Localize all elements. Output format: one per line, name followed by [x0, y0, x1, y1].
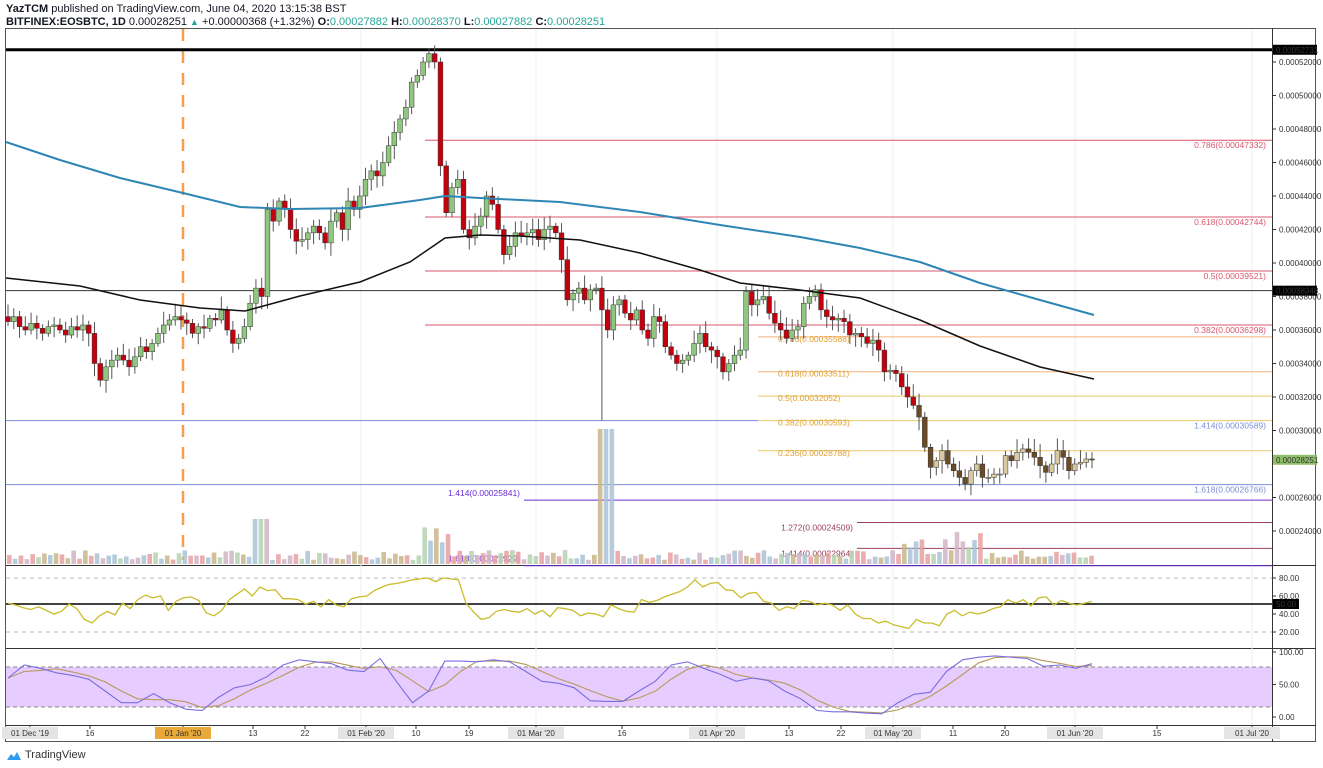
price-tick: 0.00048000 — [1279, 125, 1322, 134]
price-tick: 0.00036000 — [1279, 326, 1322, 335]
close-value: 0.00028251 — [547, 16, 606, 28]
fib-levels[interactable]: 0.786(0.00047332) 0.618(0.00042744) 0.5(0.… — [6, 48, 1272, 567]
level-label: 0.5(0.00032052) — [778, 393, 841, 403]
date-label: 20 — [1001, 729, 1010, 738]
level-label: 1.272(0.00024509) — [781, 522, 853, 532]
date-label: 01 Jul '20 — [1235, 729, 1270, 738]
level-label: 1.414(0.00022964) — [781, 548, 853, 558]
date-label: 01 Jun '20 — [1057, 729, 1094, 738]
price-tick: 0.00052000 — [1279, 58, 1322, 67]
volume-bars — [7, 429, 1094, 564]
chart-frame — [5, 28, 1316, 742]
price-axis[interactable]: 0.00052000 0.00050000 0.00048000 0.00046000… — [1272, 44, 1322, 536]
price-tick: 0.00042000 — [1279, 226, 1322, 235]
svg-text:100.00: 100.00 — [1279, 648, 1304, 657]
close-label: C: — [535, 16, 548, 28]
low-label: L: — [463, 16, 475, 28]
high-label: H: — [391, 16, 403, 28]
stoch-d-line — [7, 656, 1093, 714]
rsi-line — [7, 577, 1093, 630]
publish-info: YazTCM published on TradingView.com, Jun… — [6, 3, 346, 15]
svg-text:60.00: 60.00 — [1279, 592, 1300, 601]
rsi-current: 50.00 — [1276, 600, 1297, 609]
up-arrow-icon: ▲ — [190, 17, 199, 27]
symbol-name: BITFINEX:EOSBTC, 1D — [6, 16, 126, 28]
price-tick: 0.00032000 — [1279, 393, 1322, 402]
level-label: 1.618(0.00026766) — [1194, 485, 1266, 495]
last-price: 0.00028251 — [128, 16, 187, 28]
open-value: 0.00027882 — [329, 16, 388, 28]
price-tick: 0.00038000 — [1279, 293, 1322, 302]
high-value: 0.00028370 — [402, 16, 461, 28]
level-label: 0.5(0.00039521) — [1204, 271, 1267, 281]
level-label: 0.382(0.00030593) — [778, 418, 850, 428]
price-marker: 0.00038348 — [1276, 287, 1319, 296]
level-label: 0.618(0.00042744) — [1194, 217, 1266, 227]
open-label: O: — [317, 16, 330, 28]
date-label: 22 — [301, 729, 310, 738]
price-marker: 0.00028251 — [1276, 456, 1319, 465]
date-label: 16 — [86, 729, 95, 738]
svg-text:80.00: 80.00 — [1279, 574, 1300, 583]
tradingview-brand: TradingView — [25, 749, 86, 761]
date-label: 19 — [465, 729, 474, 738]
level-label: 0.382(0.00036298) — [1194, 325, 1266, 335]
date-label: 13 — [785, 729, 794, 738]
stoch-rsi-pane — [6, 655, 1272, 715]
symbol-info: BITFINEX:EOSBTC, 1D 0.00028251 ▲ +0.0000… — [6, 16, 605, 28]
stoch-k-line — [7, 655, 1093, 715]
level-label: 0.786(0.00035588) — [778, 334, 850, 344]
svg-text:20.00: 20.00 — [1279, 628, 1300, 637]
moving-averages — [5, 141, 1095, 380]
rsi-pane — [6, 577, 1272, 633]
date-label: 11 — [949, 729, 958, 738]
price-change: +0.00000368 (+1.32%) — [202, 16, 315, 28]
publisher-name: YazTCM — [6, 3, 49, 15]
candlesticks — [5, 45, 1095, 496]
tradingview-cloud-icon — [7, 751, 21, 760]
ma100-line — [5, 234, 1095, 380]
level-label: 1.414(0.00030589) — [1194, 421, 1266, 431]
price-tick: 0.00026000 — [1279, 494, 1322, 503]
date-label: 16 — [618, 729, 627, 738]
date-label: 01 Feb '20 — [347, 729, 385, 738]
level-label: 0.236(0.00028788) — [778, 448, 850, 458]
vertical-gridlines — [360, 29, 1253, 725]
level-label: 1.414(0.00025841) — [448, 488, 520, 498]
level-label: 0.786(0.00047332) — [1194, 140, 1266, 150]
svg-text:50.00: 50.00 — [1279, 681, 1300, 690]
rsi-axis: 80.00 60.00 40.00 20.00 50.00 — [1272, 574, 1300, 637]
date-label: 01 Mar '20 — [517, 729, 555, 738]
price-tick: 0.00034000 — [1279, 360, 1322, 369]
price-tick: 0.00030000 — [1279, 427, 1322, 436]
date-label: 01 Jan '20 — [165, 729, 202, 738]
price-tick: 0.00040000 — [1279, 259, 1322, 268]
date-label: 15 — [1153, 729, 1162, 738]
date-label: 22 — [837, 729, 846, 738]
date-label: 10 — [412, 729, 421, 738]
low-value: 0.00027882 — [474, 16, 533, 28]
date-label: 01 Dec '19 — [11, 729, 50, 738]
date-label: 01 May '20 — [874, 729, 913, 738]
price-marker: 0.00052731 — [1276, 46, 1319, 55]
date-label: 01 Apr '20 — [699, 729, 735, 738]
date-label: 13 — [249, 729, 258, 738]
svg-text:0.00: 0.00 — [1279, 713, 1295, 722]
price-tick: 0.00044000 — [1279, 192, 1322, 201]
publish-text: published on TradingView.com, June 04, 2… — [48, 3, 347, 15]
ma200-line — [5, 141, 1095, 316]
level-label: 0.618(0.00033511) — [778, 369, 849, 379]
stoch-axis: 100.00 50.00 0.00 — [1272, 648, 1304, 722]
svg-text:40.00: 40.00 — [1279, 610, 1300, 619]
tradingview-logo[interactable]: TradingView — [6, 749, 86, 761]
price-tick: 0.00050000 — [1279, 92, 1322, 101]
price-tick: 0.00024000 — [1279, 527, 1322, 536]
price-tick: 0.00046000 — [1279, 159, 1322, 168]
time-axis[interactable]: 01 Dec '19 16 01 Jan '20 13 22 01 Feb '20 10 19… — [2, 726, 1280, 739]
